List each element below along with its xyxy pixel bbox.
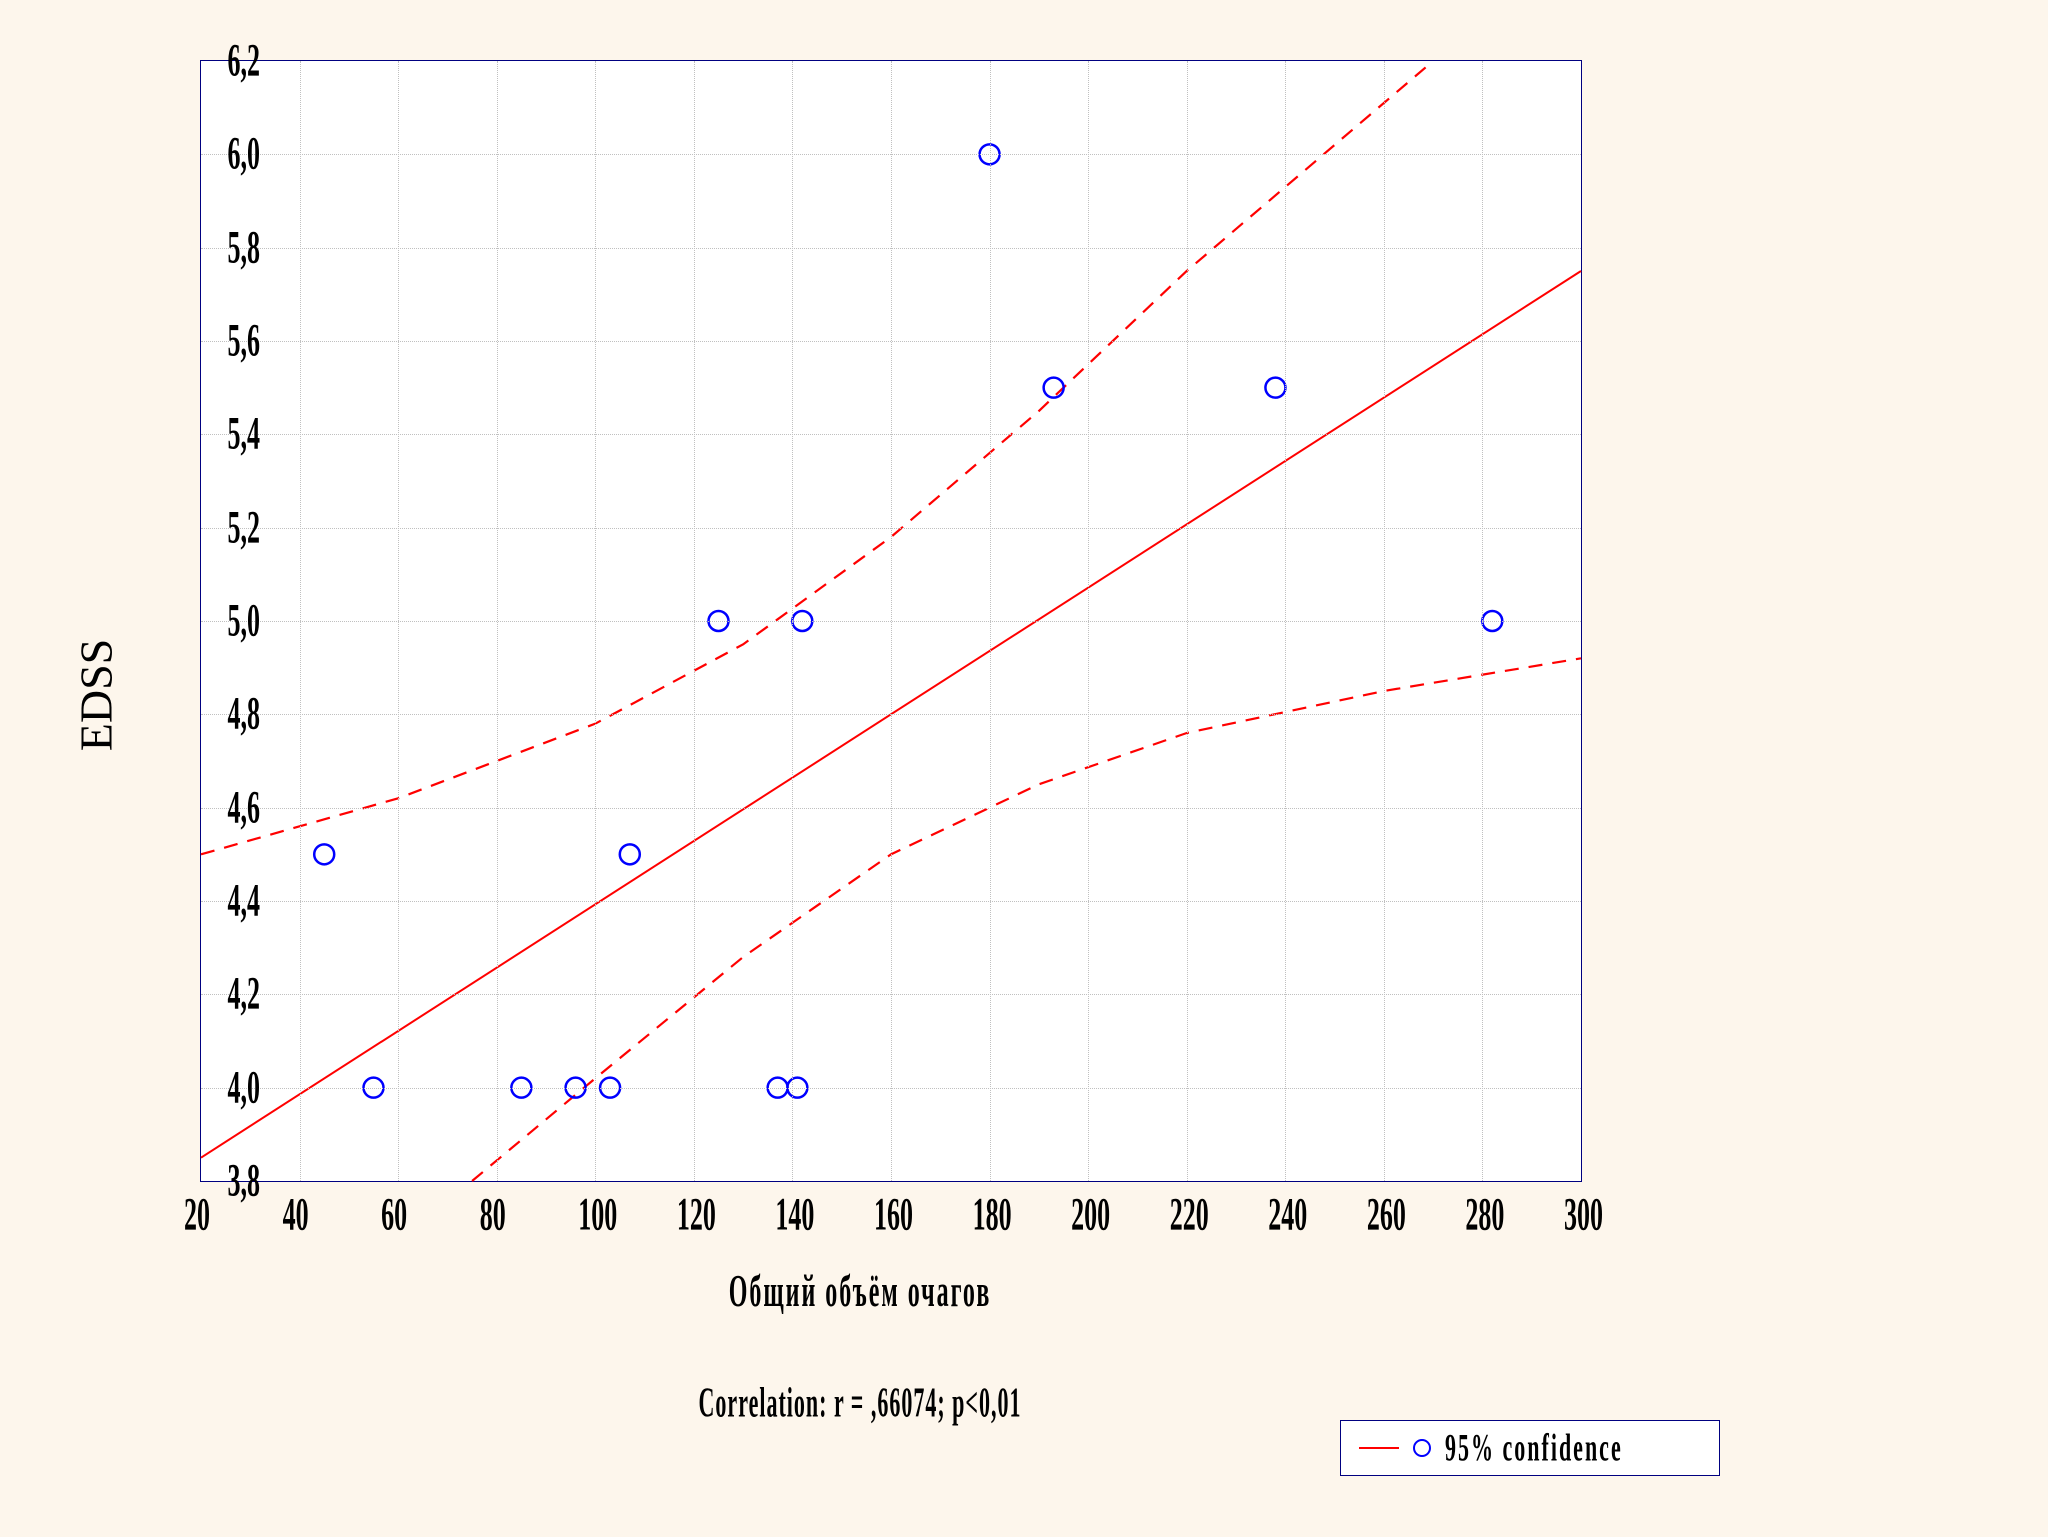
y-tick-label: 6,2 [180, 34, 260, 88]
legend-line-icon [1359, 1447, 1399, 1449]
y-tick-label: 6,0 [180, 127, 260, 181]
y-tick-label: 5,2 [180, 501, 260, 555]
x-tick-label: 280 [1465, 1188, 1504, 1242]
legend-label: 95% confidence [1445, 1425, 1623, 1472]
y-tick-label: 4,6 [180, 781, 260, 835]
y-tick-label: 4,0 [180, 1061, 260, 1115]
data-point [1044, 378, 1064, 398]
data-point [620, 844, 640, 864]
x-tick-label: 240 [1268, 1188, 1307, 1242]
x-tick-label: 200 [1071, 1188, 1110, 1242]
x-tick-label: 300 [1564, 1188, 1603, 1242]
x-tick-label: 80 [480, 1188, 506, 1242]
y-tick-label: 3,8 [180, 1154, 260, 1208]
y-tick-label: 5,4 [180, 407, 260, 461]
confidence-lower [472, 658, 1581, 1181]
x-axis-label: Общий объём очагов [729, 1268, 992, 1319]
data-point [314, 844, 334, 864]
x-tick-label: 160 [874, 1188, 913, 1242]
data-point [1265, 378, 1285, 398]
x-tick-label: 100 [578, 1188, 617, 1242]
y-tick-label: 5,8 [180, 221, 260, 275]
y-tick-label: 4,8 [180, 687, 260, 741]
x-tick-label: 260 [1367, 1188, 1406, 1242]
y-tick-label: 4,2 [180, 967, 260, 1021]
y-tick-label: 4,4 [180, 874, 260, 928]
x-tick-label: 180 [973, 1188, 1012, 1242]
y-axis-label: EDSS [70, 639, 123, 751]
x-tick-label: 220 [1170, 1188, 1209, 1242]
chart-caption: Correlation: r = ,66074; p<0,01 [699, 1378, 1022, 1427]
y-tick-label: 5,6 [180, 314, 260, 368]
x-tick-label: 120 [677, 1188, 716, 1242]
x-tick-label: 40 [283, 1188, 309, 1242]
legend: 95% confidence [1340, 1420, 1720, 1476]
page: EDSS Общий объём очагов Correlation: r =… [0, 0, 2048, 1537]
x-tick-label: 140 [775, 1188, 814, 1242]
plot-area [200, 60, 1582, 1182]
legend-marker-icon [1413, 1439, 1431, 1457]
confidence-upper [201, 61, 1433, 854]
x-tick-label: 60 [381, 1188, 407, 1242]
y-tick-label: 5,0 [180, 594, 260, 648]
scatter-chart: EDSS Общий объём очагов Correlation: r =… [60, 20, 1660, 1370]
